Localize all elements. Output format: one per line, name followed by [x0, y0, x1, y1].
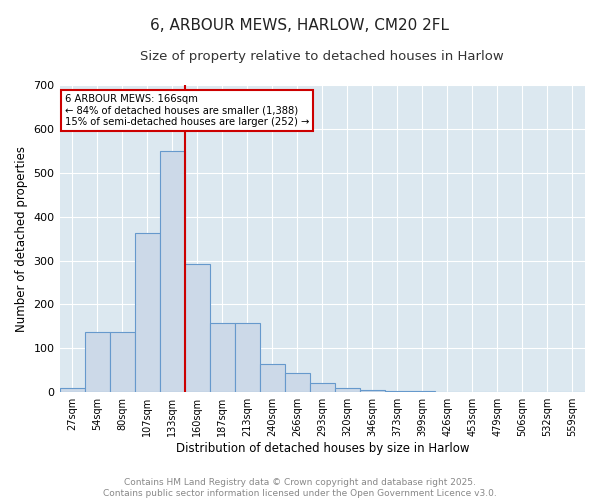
Bar: [310, 382, 335, 392]
Text: 6, ARBOUR MEWS, HARLOW, CM20 2FL: 6, ARBOUR MEWS, HARLOW, CM20 2FL: [151, 18, 449, 32]
Bar: [285, 374, 310, 392]
Text: Contains HM Land Registry data © Crown copyright and database right 2025.
Contai: Contains HM Land Registry data © Crown c…: [103, 478, 497, 498]
Bar: [185, 264, 209, 392]
Title: Size of property relative to detached houses in Harlow: Size of property relative to detached ho…: [140, 50, 504, 63]
Bar: [160, 151, 185, 392]
Bar: [59, 388, 85, 392]
Bar: [134, 234, 160, 392]
Y-axis label: Number of detached properties: Number of detached properties: [15, 146, 28, 332]
Bar: [360, 390, 385, 392]
Bar: [110, 332, 134, 392]
Bar: [209, 323, 235, 392]
Text: 6 ARBOUR MEWS: 166sqm
← 84% of detached houses are smaller (1,388)
15% of semi-d: 6 ARBOUR MEWS: 166sqm ← 84% of detached …: [65, 94, 309, 128]
Bar: [235, 323, 260, 392]
Bar: [85, 332, 110, 392]
Bar: [260, 364, 285, 392]
Bar: [335, 388, 360, 392]
X-axis label: Distribution of detached houses by size in Harlow: Distribution of detached houses by size …: [176, 442, 469, 455]
Bar: [385, 391, 410, 392]
